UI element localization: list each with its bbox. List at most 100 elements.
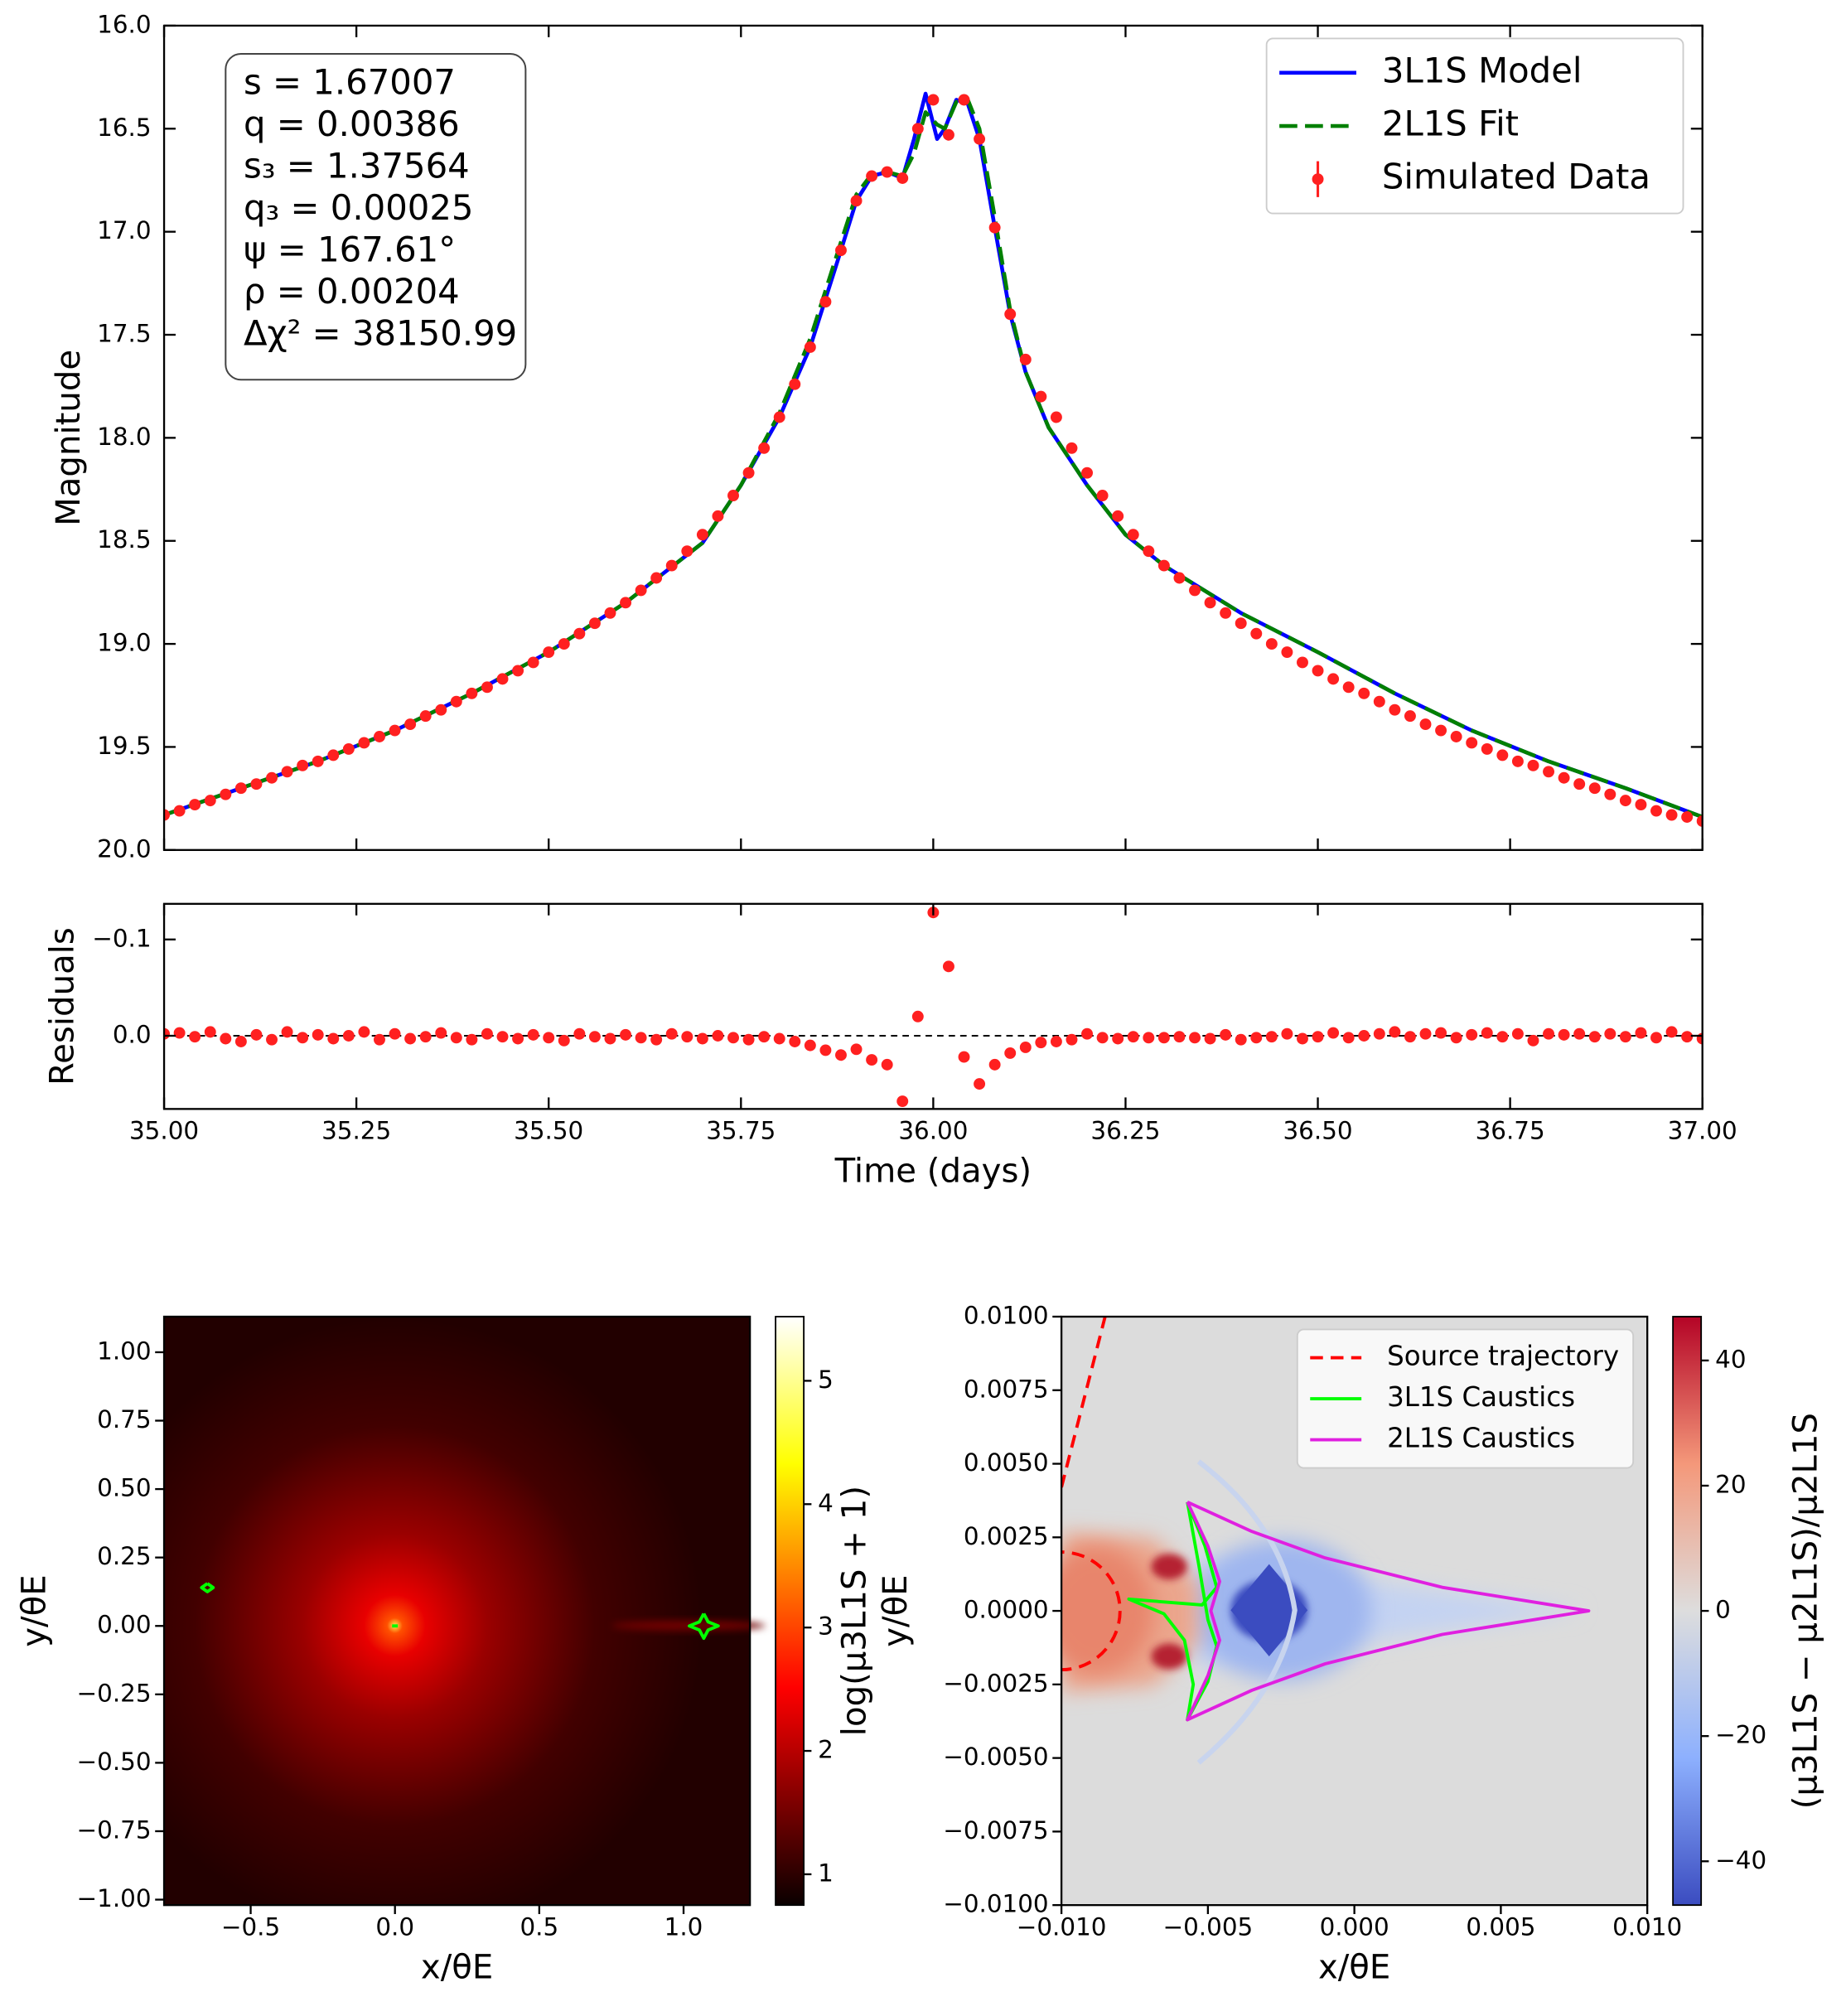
annotation-text: q = 0.00386	[244, 104, 460, 144]
series-line	[200, 1582, 215, 1593]
x-axis-label: x/θE	[421, 1949, 493, 1987]
source-circle	[1061, 1550, 1122, 1672]
data-point	[696, 529, 708, 541]
data-point	[696, 1032, 708, 1045]
y-tick-label: −0.0100	[943, 1890, 1048, 1918]
data-point	[727, 1032, 739, 1044]
data-point	[1081, 1027, 1094, 1040]
data-point	[1081, 467, 1094, 479]
colorbar-tick-label: 20	[1715, 1470, 1746, 1498]
data-point	[850, 195, 863, 207]
data-point	[358, 737, 370, 749]
data-point	[1050, 411, 1062, 423]
data-point	[1511, 755, 1524, 767]
data-point	[1189, 1032, 1201, 1044]
data-point	[789, 1036, 801, 1047]
data-point	[1173, 1031, 1186, 1043]
data-point	[419, 710, 432, 723]
y-tick-label: 0.0025	[964, 1522, 1049, 1550]
y-tick-label: −1.00	[77, 1884, 152, 1912]
data-point	[1527, 759, 1539, 771]
data-point	[1389, 1026, 1401, 1038]
colorbar-tick-label: 40	[1715, 1345, 1746, 1373]
data-point	[942, 128, 954, 141]
colorbar-tick-label: 5	[818, 1366, 834, 1394]
data-point	[374, 1033, 385, 1046]
data-point	[404, 1032, 417, 1045]
y-tick-label: −0.75	[77, 1815, 152, 1844]
data-point	[1096, 1032, 1109, 1044]
data-point	[1358, 687, 1370, 699]
x-tick-label: 35.25	[321, 1117, 391, 1145]
data-point	[1419, 1027, 1432, 1040]
y-tick-label: 0.0	[113, 1021, 152, 1049]
data-point	[1112, 1032, 1124, 1045]
y-tick-label: −0.1	[92, 924, 151, 952]
data-point	[1573, 1027, 1586, 1040]
colorbar-tick-label: 4	[818, 1489, 834, 1517]
y-tick-label: 0.0050	[964, 1448, 1049, 1477]
data-point	[1404, 710, 1416, 723]
y-tick-label: 17.5	[97, 320, 151, 348]
legend-label: 2L1S Fit	[1382, 104, 1519, 144]
legend-box	[1296, 1328, 1635, 1469]
y-tick-label: 0.25	[97, 1542, 151, 1570]
data-point	[712, 1030, 724, 1042]
series-line	[1186, 1500, 1591, 1722]
heatmap-region	[1151, 1554, 1187, 1580]
heatmap-region	[1151, 1643, 1187, 1670]
data-point	[896, 172, 909, 184]
data-point	[164, 809, 171, 821]
data-point	[789, 378, 801, 390]
data-point	[1312, 1031, 1324, 1043]
legend-marker	[1312, 173, 1324, 186]
legend-box	[1265, 37, 1684, 215]
data-point	[1312, 665, 1324, 677]
data-point	[881, 1058, 893, 1071]
x-tick-label: 0.5	[519, 1913, 558, 1941]
data-point	[1604, 1027, 1616, 1040]
data-point	[1035, 390, 1047, 403]
data-point	[927, 94, 940, 106]
data-point	[1019, 353, 1032, 365]
plot-area	[164, 91, 1703, 827]
x-tick-label: 37.00	[1668, 1117, 1737, 1145]
data-point	[234, 1036, 247, 1047]
data-point	[512, 1032, 524, 1045]
data-point	[1358, 1030, 1370, 1042]
data-point	[389, 1027, 401, 1040]
data-point	[1235, 617, 1247, 630]
data-point	[481, 681, 493, 694]
data-point	[250, 778, 263, 790]
annotation-text: Δχ² = 38150.99	[244, 312, 517, 353]
data-point	[1496, 749, 1509, 761]
data-point	[974, 133, 986, 145]
data-point	[1265, 1031, 1278, 1043]
data-point	[1665, 1026, 1678, 1038]
data-point	[866, 1054, 878, 1066]
data-point	[742, 467, 755, 479]
data-point	[266, 1033, 278, 1046]
data-point	[1543, 766, 1555, 778]
colorbar-tick-label: −20	[1715, 1721, 1766, 1749]
x-tick-label: 0.0	[375, 1913, 414, 1941]
data-point	[758, 442, 771, 454]
x-tick-label: 36.25	[1090, 1117, 1160, 1145]
y-tick-label: 17.0	[97, 216, 151, 244]
y-tick-label: 1.00	[97, 1337, 151, 1365]
data-point	[389, 724, 401, 737]
data-point	[758, 1031, 771, 1043]
data-point	[1143, 1032, 1155, 1044]
annotation-text: s = 1.67007	[244, 62, 456, 103]
data-point	[1373, 1027, 1385, 1040]
data-point	[297, 1032, 309, 1044]
colorbar-tick-label: 1	[818, 1859, 834, 1887]
annotation-text: ψ = 167.61°	[244, 229, 456, 269]
legend-label: Source trajectory	[1387, 1341, 1619, 1372]
data-point	[312, 1028, 324, 1041]
data-point	[819, 1044, 832, 1056]
y-tick-label: 0.00	[97, 1611, 151, 1639]
data-point	[1450, 731, 1462, 742]
data-point	[204, 1026, 216, 1038]
data-point	[635, 584, 647, 597]
